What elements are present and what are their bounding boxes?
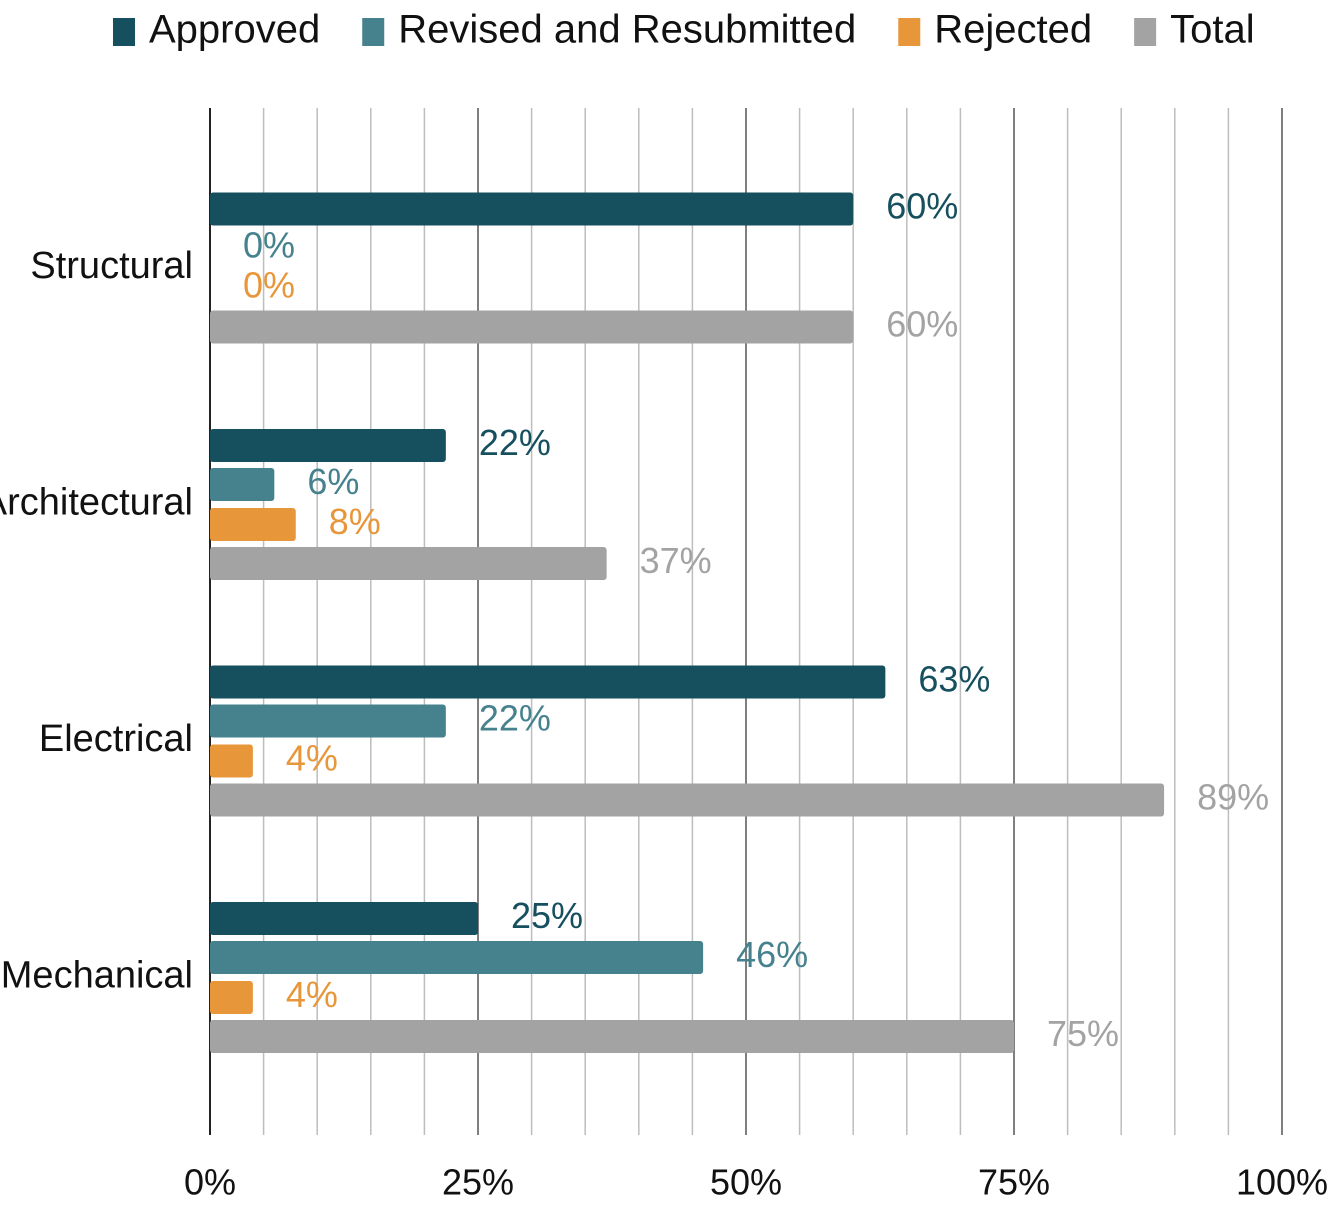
value-label: 22% [479, 698, 551, 739]
legend-swatch [362, 18, 385, 46]
legend-swatch [898, 18, 921, 46]
category-label: Electrical [39, 718, 193, 760]
x-tick-label: 50% [710, 1162, 782, 1203]
x-tick-label: 25% [442, 1162, 514, 1203]
x-tick-label: 0% [184, 1162, 236, 1203]
x-tick-label: 75% [978, 1162, 1050, 1203]
bar [210, 310, 854, 344]
value-label: 4% [286, 738, 338, 779]
value-label: 0% [243, 225, 295, 266]
value-label: 75% [1047, 1013, 1119, 1054]
value-label: 60% [886, 304, 958, 345]
bar [210, 192, 854, 226]
value-label: 25% [511, 895, 583, 936]
bar [210, 941, 704, 974]
value-label: 60% [886, 186, 958, 227]
legend-label: Rejected [934, 8, 1092, 52]
bar [210, 744, 253, 778]
category-label: Structural [30, 245, 193, 287]
bar [210, 981, 253, 1014]
value-label: 63% [918, 659, 990, 700]
legend-label: Revised and Resubmitted [398, 8, 856, 52]
bar [210, 1020, 1014, 1053]
category-label: Architectural [0, 482, 193, 524]
value-label: 37% [640, 540, 712, 581]
bar [210, 704, 446, 738]
legend-swatch [113, 18, 135, 46]
legend-label: Approved [149, 8, 320, 52]
bar [210, 783, 1165, 817]
value-label: 46% [736, 934, 808, 975]
bar [210, 902, 478, 935]
value-label: 22% [479, 422, 551, 463]
value-label: 0% [243, 265, 295, 306]
bar [210, 429, 446, 462]
value-label: 8% [329, 501, 381, 542]
value-label: 6% [307, 461, 359, 502]
bar [210, 547, 607, 580]
x-tick-label: 100% [1236, 1162, 1328, 1203]
category-label: Mechanical [1, 955, 193, 997]
legend-label: Total [1170, 8, 1255, 52]
value-label: 89% [1197, 777, 1269, 818]
bar [210, 665, 886, 699]
value-label: 4% [286, 974, 338, 1015]
bar [210, 508, 296, 541]
bar [210, 468, 275, 501]
legend-swatch [1134, 18, 1157, 46]
